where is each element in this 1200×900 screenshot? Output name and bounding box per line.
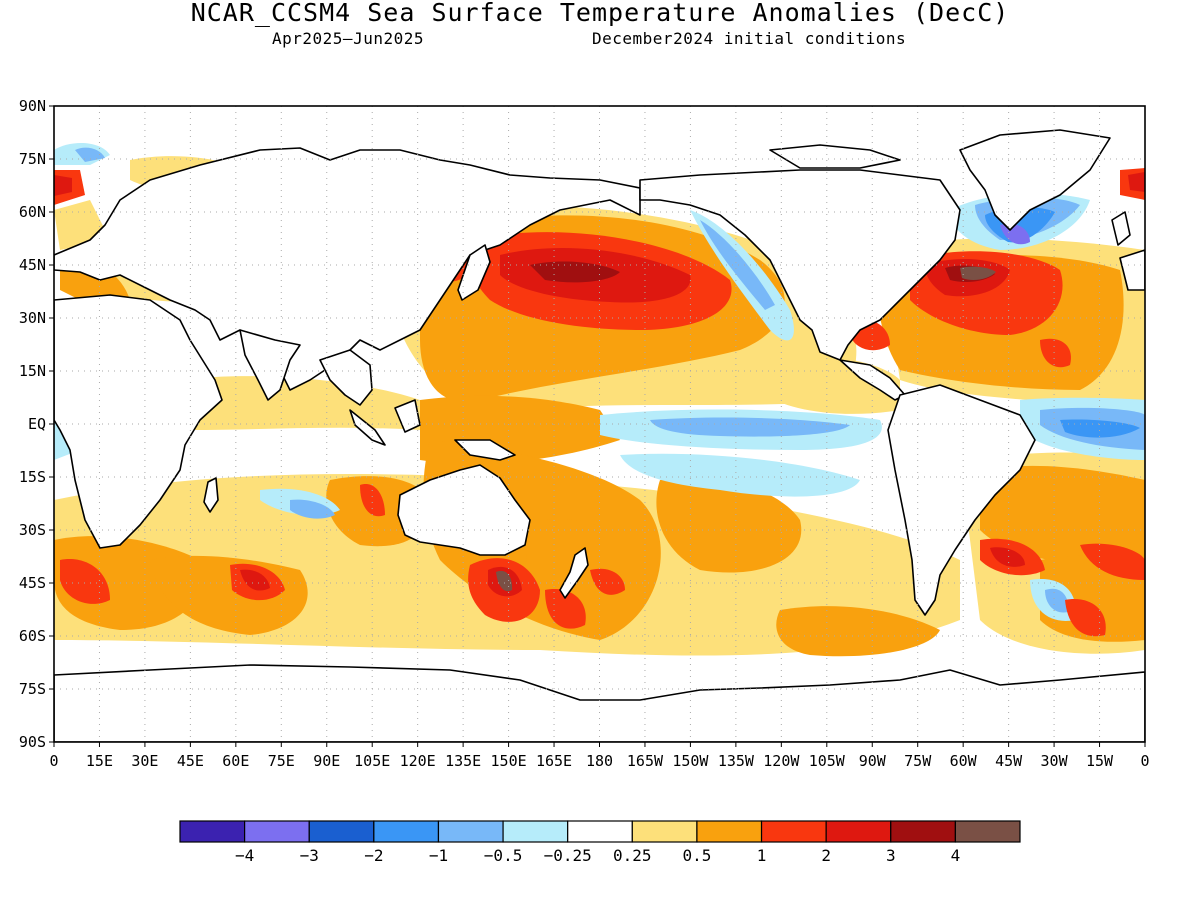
- lon-label: 75E: [268, 752, 295, 770]
- landmass-australia: [397, 464, 531, 556]
- lon-label: 150W: [672, 752, 709, 770]
- landmass-greenland: [959, 129, 1111, 231]
- colorbar-label: 0.5: [682, 846, 711, 865]
- colorbar-swatch: [567, 820, 633, 843]
- lat-label: 45S: [19, 574, 46, 592]
- lon-label: 90E: [313, 752, 340, 770]
- forecast-period: Apr2025–Jun2025: [272, 29, 424, 48]
- colorbar-swatch: [373, 820, 440, 843]
- landmass-south-america: [887, 384, 1036, 616]
- colorbar-label: −3: [300, 846, 319, 865]
- lon-label: 15W: [1086, 752, 1114, 770]
- lon-label: 30W: [1041, 752, 1069, 770]
- lat-label: 90S: [19, 733, 46, 751]
- lat-label: 75S: [19, 680, 46, 698]
- colorbar-label: −0.5: [484, 846, 523, 865]
- lon-label: 135W: [718, 752, 755, 770]
- colorbar-swatch: [502, 820, 569, 843]
- lon-label: 60E: [222, 752, 249, 770]
- landmass-antarctica: [54, 664, 1145, 742]
- lat-label: EQ: [28, 415, 46, 433]
- colorbar-swatch: [825, 820, 892, 843]
- colorbar-label: 2: [821, 846, 831, 865]
- lon-label: 45E: [177, 752, 204, 770]
- colorbar-swatch: [760, 820, 827, 843]
- lon-label: 105W: [809, 752, 846, 770]
- lon-label: 90W: [859, 752, 887, 770]
- lon-label: 75W: [904, 752, 932, 770]
- landmass-japan: [457, 244, 491, 301]
- lon-label: 150E: [491, 752, 527, 770]
- anomaly-above-4: [496, 266, 996, 592]
- lat-label: 60N: [19, 203, 46, 221]
- lat-label: 30S: [19, 521, 46, 539]
- landmass-eurasia: [54, 147, 641, 391]
- initial-conditions: December2024 initial conditions: [592, 29, 907, 48]
- colorbar-swatch: [631, 820, 698, 843]
- map-title: NCAR_CCSM4 Sea Surface Temperature Anoma…: [190, 0, 1010, 27]
- colorbar-label: −4: [235, 846, 254, 865]
- anomaly-neg-2-3: [1000, 223, 1030, 245]
- lon-label: 180: [586, 752, 613, 770]
- lon-label: 135E: [445, 752, 481, 770]
- lat-label: 15S: [19, 468, 46, 486]
- longitude-axis: 0 15E 30E 45E 60E 75E 90E 105E 120E 135E 150E 165E 1…: [49, 742, 1150, 770]
- lon-label: 0: [1140, 752, 1149, 770]
- lat-label: 15N: [19, 362, 46, 380]
- colorbar-swatch: [890, 820, 956, 843]
- landmass-new-zealand: [559, 547, 589, 599]
- colorbar-label: 4: [951, 846, 961, 865]
- colorbar-label: −1: [429, 846, 448, 865]
- colorbar-swatch: [308, 820, 375, 843]
- lat-label: 75N: [19, 150, 46, 168]
- landmass-sumatra: [349, 409, 386, 446]
- lat-label: 90N: [19, 97, 46, 115]
- lon-label: 60W: [950, 752, 978, 770]
- anomaly-field: [54, 106, 1145, 742]
- lon-label: 165E: [536, 752, 572, 770]
- landmass-arctic-islands: [769, 144, 901, 169]
- landmass-new-guinea: [454, 439, 516, 461]
- latitude-axis: 90N 75N 60N 45N 30N 15N EQ 15S 30S 45S 60S 75S 90S: [19, 97, 54, 751]
- gridlines: [54, 106, 1145, 742]
- coastlines: [54, 129, 1145, 742]
- colorbar-label: 0.25: [613, 846, 652, 865]
- lon-label: 15E: [86, 752, 113, 770]
- lon-label: 120E: [400, 752, 436, 770]
- landmass-india: [239, 329, 301, 401]
- landmass-britain: [1111, 211, 1131, 246]
- lon-label: 165W: [627, 752, 664, 770]
- lat-label: 60S: [19, 627, 46, 645]
- lon-label: 0: [49, 752, 58, 770]
- colorbar-label: 1: [757, 846, 767, 865]
- colorbar-swatch: [437, 820, 504, 843]
- landmass-madagascar: [203, 477, 219, 513]
- colorbar: −4 −3 −2 −1 −0.5 −0.25 0.25 0.5 1 2 3 4: [179, 820, 1021, 865]
- colorbar-label: −0.25: [544, 846, 592, 865]
- colorbar-swatch: [696, 820, 763, 843]
- landmass-indochina: [319, 349, 373, 406]
- lon-label: 30E: [131, 752, 158, 770]
- lat-label: 45N: [19, 256, 46, 274]
- colorbar-swatch: [954, 820, 1021, 843]
- lon-label: 45W: [995, 752, 1023, 770]
- landmass-iberia: [1119, 249, 1145, 291]
- lat-label: 30N: [19, 309, 46, 327]
- landmass-north-america: [639, 169, 961, 361]
- landmass-borneo: [394, 399, 421, 433]
- lon-label: 105E: [354, 752, 390, 770]
- colorbar-swatch: [244, 820, 310, 843]
- lon-label: 120W: [763, 752, 800, 770]
- landmass-africa: [54, 294, 223, 549]
- colorbar-label: −2: [364, 846, 383, 865]
- colorbar-label: 3: [886, 846, 896, 865]
- colorbar-swatch: [179, 820, 246, 843]
